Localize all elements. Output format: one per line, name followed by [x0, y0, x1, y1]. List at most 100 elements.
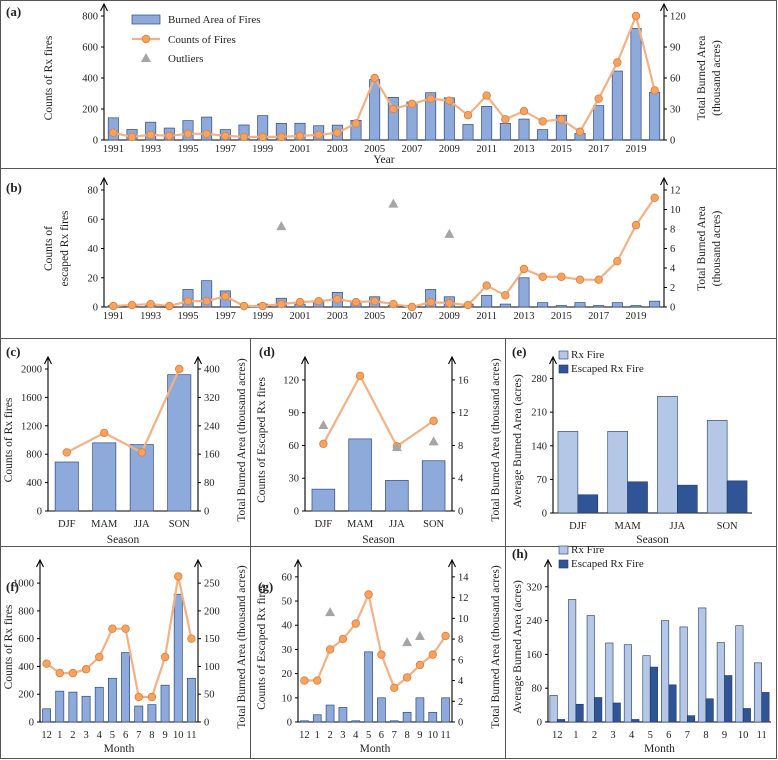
left-tick-label: 0 — [287, 718, 292, 729]
count-marker — [482, 281, 491, 290]
right-tick-label: 12 — [670, 186, 681, 197]
count-marker — [277, 299, 286, 309]
axis-arrow — [448, 558, 456, 568]
y-axis-title-left: Counts of — [43, 226, 55, 271]
left-tick-label: 60 — [282, 572, 293, 583]
panel-label: (a) — [6, 4, 21, 19]
y-axis-title-right: Total Burned Area (thousand acres) — [236, 358, 248, 522]
bar-rx-fire — [586, 615, 595, 723]
panel-label: (h) — [512, 546, 528, 561]
bar — [518, 118, 530, 141]
bar-escaped-rx-fire — [627, 481, 648, 514]
count-marker — [594, 94, 603, 103]
y-axis-title-left: Counts of Escaped Rx fires — [256, 584, 268, 710]
left-tick-label: 1600 — [21, 393, 42, 404]
left-tick-label: 400 — [82, 74, 98, 85]
bar — [121, 652, 131, 723]
panel-label: (e) — [512, 344, 526, 359]
bar — [481, 294, 493, 308]
right-tick-label: 2 — [670, 283, 675, 294]
x-tick-label: 2 — [70, 730, 75, 741]
bar — [630, 305, 642, 308]
bar — [649, 91, 661, 141]
bar-rx-fire — [607, 431, 628, 514]
legend-marker — [141, 34, 151, 44]
count-marker — [42, 659, 51, 668]
left-tick-label: 1000 — [13, 579, 34, 590]
left-tick-label: 40 — [88, 244, 99, 255]
count-marker — [134, 692, 143, 702]
x-tick-label: 9 — [162, 730, 167, 741]
bar — [348, 438, 372, 512]
right-tick-label: 250 — [204, 579, 220, 590]
count-marker — [100, 428, 109, 438]
left-tick-label: 90 — [289, 408, 300, 419]
y-axis-title-right: Total Burned Area (thousand acres) — [490, 358, 502, 522]
x-tick-label: 7 — [392, 730, 397, 741]
x-tick-label: MAM — [347, 519, 374, 530]
left-tick-label: 800 — [18, 606, 34, 617]
bar — [312, 714, 322, 723]
count-marker — [55, 668, 64, 678]
x-tick-label: 2013 — [514, 311, 535, 322]
right-tick-label: 400 — [204, 365, 220, 376]
axis-arrow — [100, 176, 108, 186]
x-tick-label: 8 — [404, 730, 409, 741]
x-tick-label: 12 — [41, 730, 52, 741]
count-marker — [402, 673, 412, 682]
bar — [421, 460, 446, 512]
y-axis-title-right: (thousand acres) — [711, 210, 723, 286]
axis-arrow — [549, 355, 557, 365]
count-marker — [258, 301, 267, 311]
bar-escaped-rx-fire — [742, 708, 751, 723]
legend-label: Escaped Rx Fire — [571, 558, 644, 570]
bar-rx-fire — [679, 626, 688, 723]
left-tick-label: 30 — [282, 645, 293, 656]
count-marker — [175, 364, 184, 374]
axis-arrow — [36, 558, 44, 568]
axis-arrow — [194, 558, 202, 568]
count-marker — [146, 130, 155, 140]
count-marker — [95, 652, 104, 662]
count-marker — [160, 652, 170, 662]
outlier-marker — [276, 221, 287, 231]
count-marker — [295, 131, 305, 141]
x-tick-label: 2 — [327, 730, 332, 741]
count-marker — [183, 296, 193, 306]
bar — [389, 720, 399, 723]
left-tick-label: 80 — [532, 684, 543, 695]
panel-label: (f) — [6, 579, 19, 594]
count-line — [322, 373, 435, 448]
x-tick-label: 7 — [685, 730, 690, 741]
count-marker — [389, 299, 398, 309]
x-tick-label: 3 — [610, 730, 615, 741]
panel-label: (b) — [6, 180, 22, 195]
x-tick-label: 1997 — [215, 144, 236, 155]
count-marker — [202, 296, 211, 306]
left-tick-label: 140 — [531, 441, 547, 452]
axis-arrow — [44, 355, 52, 365]
count-marker — [650, 193, 659, 202]
axis-arrow — [544, 558, 552, 568]
count-marker — [221, 131, 230, 141]
axis-arrow — [294, 558, 302, 568]
left-tick-label: 200 — [18, 690, 34, 701]
bar — [134, 705, 144, 723]
legend-swatch — [558, 559, 569, 569]
left-tick-label: 400 — [18, 662, 34, 673]
legend-label: Rx Fire — [571, 349, 604, 361]
x-tick-label: 2013 — [514, 144, 535, 155]
x-tick-label: 1993 — [140, 311, 161, 322]
x-tick-label: 11 — [757, 730, 767, 741]
left-tick-label: 160 — [526, 650, 542, 661]
bar-rx-fire — [623, 644, 632, 723]
x-tick-label: JJA — [669, 521, 685, 532]
left-tick-label: 120 — [283, 375, 299, 386]
count-marker — [127, 132, 137, 142]
bar — [325, 704, 335, 723]
count-marker — [147, 692, 157, 702]
right-tick-label: 6 — [458, 655, 463, 666]
left-tick-label: 240 — [526, 616, 542, 627]
outlier-marker — [388, 198, 399, 208]
